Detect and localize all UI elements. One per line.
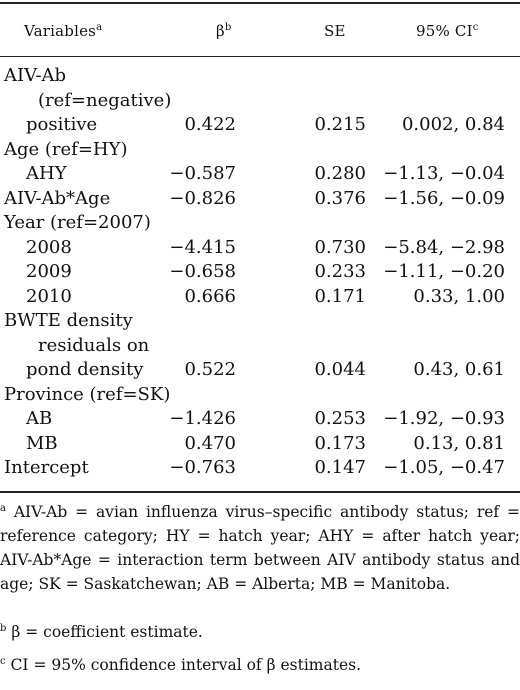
table-row: Intercept −0.763 0.147 −1.05, −0.47 [0,455,520,480]
ci-value: −1.11, −0.20 [383,261,505,282]
table-row: positive 0.422 0.215 0.002, 0.84 [0,112,520,137]
ci-value: −1.05, −0.47 [383,457,505,478]
se-value: 0.173 [314,432,366,454]
se-value: 0.147 [314,457,366,478]
row-label: pond density [26,359,144,380]
header-ci: 95% CIc [416,22,479,40]
row-label: 2009 [26,261,72,282]
se-value: 0.171 [314,285,366,307]
se-value: 0.253 [314,408,366,429]
table-row: AHY −0.587 0.280 −1.13, −0.04 [0,161,520,186]
beta-value: 0.422 [184,114,236,135]
header-beta: βb [216,22,232,40]
header-se: SE [324,22,346,40]
ci-value: 0.33, 1.00 [413,285,505,307]
beta-value: −4.415 [169,236,236,258]
row-label: AB [26,408,53,429]
row-label: MB [26,432,58,454]
table-row: Year (ref=2007) [0,210,520,235]
header-rule [0,56,520,57]
se-value: 0.044 [314,359,366,380]
ci-value: −1.56, −0.09 [383,187,505,209]
ci-value: 0.13, 0.81 [413,432,505,454]
footnote-c: c CI = 95% confidence interval of β esti… [0,655,361,674]
se-value: 0.730 [314,236,366,258]
beta-value: 0.470 [184,432,236,454]
beta-value: −0.658 [169,261,236,282]
table-bottom-rule [0,491,520,493]
beta-value: 0.666 [184,285,236,307]
table-row: 2010 0.666 0.171 0.33, 1.00 [0,284,520,309]
table-row: pond density 0.522 0.044 0.43, 0.61 [0,357,520,382]
row-label: Intercept [4,457,89,478]
row-label: positive [26,114,98,135]
table-row: Province (ref=SK) [0,382,520,407]
row-label: 2010 [26,285,72,307]
table-row: MB 0.470 0.173 0.13, 0.81 [0,431,520,456]
row-label: Year (ref=2007) [4,212,151,233]
row-label: (ref=negative) [38,89,172,111]
ci-value: 0.43, 0.61 [413,359,505,380]
table-top-rule [0,2,520,4]
beta-value: 0.522 [184,359,236,380]
row-label: AIV-Ab [4,65,67,86]
table-row: 2009 −0.658 0.233 −1.11, −0.20 [0,259,520,284]
row-label: 2008 [26,236,72,258]
footnote-b: b β = coefficient estimate. [0,622,203,641]
ci-value: −1.92, −0.93 [383,408,505,429]
table-row: Age (ref=HY) [0,137,520,162]
header-variables: Variablesa [24,22,103,40]
ci-value: 0.002, 0.84 [401,114,505,135]
row-label: Age (ref=HY) [4,138,128,160]
beta-value: −0.826 [169,187,236,209]
ci-value: −5.84, −2.98 [383,236,505,258]
table-row: 2008 −4.415 0.730 −5.84, −2.98 [0,235,520,260]
beta-value: −1.426 [169,408,236,429]
row-label: Province (ref=SK) [4,383,171,405]
ci-value: −1.13, −0.04 [383,163,505,184]
beta-value: −0.763 [169,457,236,478]
se-value: 0.215 [314,114,366,135]
row-label: AIV-Ab*Age [4,187,111,209]
table-row: (ref=negative) [0,88,520,113]
row-label: BWTE density [4,310,133,331]
table-row: AIV-Ab [0,63,520,88]
table-row: BWTE density [0,308,520,333]
row-label: AHY [26,163,67,184]
se-value: 0.233 [314,261,366,282]
row-label: residuals on [38,334,150,356]
se-value: 0.280 [314,163,366,184]
se-value: 0.376 [314,187,366,209]
footnote-a: a AIV-Ab = avian influenza virus–specifi… [0,502,520,593]
table-row: AB −1.426 0.253 −1.92, −0.93 [0,406,520,431]
beta-value: −0.587 [169,163,236,184]
table-row: residuals on [0,333,520,358]
table-row: AIV-Ab*Age −0.826 0.376 −1.56, −0.09 [0,186,520,211]
